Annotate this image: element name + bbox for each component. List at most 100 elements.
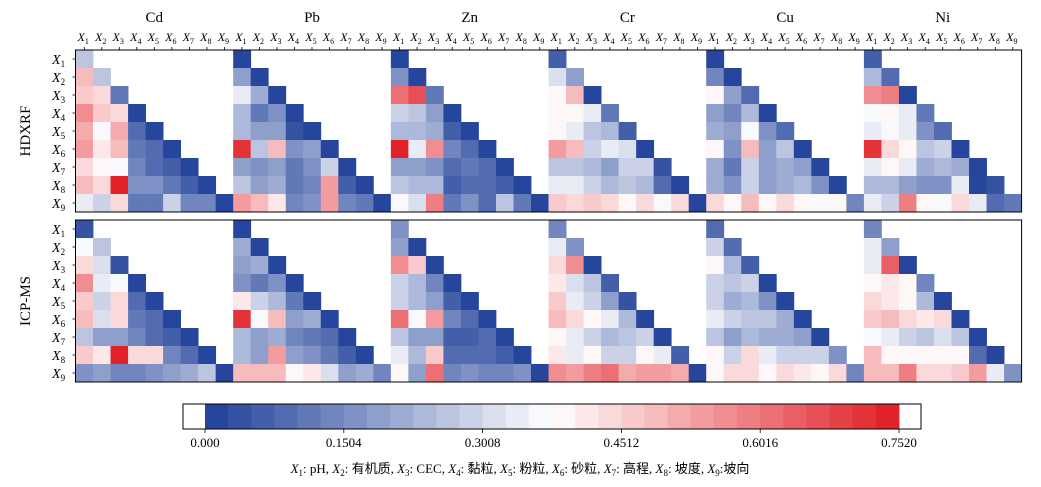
heatmap-cell [566,104,584,123]
x-tick-label: X3 [269,30,281,46]
heatmap-cell [548,104,567,123]
heatmap-cell [723,140,742,159]
heatmap-cell [408,86,427,105]
heatmap-cell [93,346,111,365]
heatmap-cell [566,68,584,87]
heatmap-cell [671,364,690,383]
heatmap-cell [303,292,322,311]
heatmap-cell [863,346,882,365]
x-tick-label: X5 [462,30,474,46]
heatmap-cell [653,364,672,383]
heatmap-cell [110,292,129,311]
heatmap-cell [741,328,760,347]
heatmap-cell [741,364,760,383]
heatmap-cell [566,274,584,293]
heatmap-cell [250,238,269,257]
heatmap-cell [618,328,637,347]
heatmap-cell [443,292,462,311]
heatmap-cell [706,104,725,123]
heatmap-cell [881,364,900,383]
heatmap-cell [233,256,252,275]
heatmap-cell [723,274,742,293]
heatmap-cell [706,256,725,275]
heatmap-cell [93,122,111,141]
heatmap-cell [110,140,129,159]
metal-title: Cd [146,10,164,26]
heatmap-cell [566,122,584,141]
heatmap-cell [706,140,725,159]
heatmap-cell [741,292,760,311]
heatmap-cell [408,140,427,159]
x-tick-label: X5 [777,30,789,46]
heatmap-cell [863,158,882,177]
heatmap-cell [93,238,111,257]
heatmap-cell [706,158,725,177]
heatmap-cell [548,274,567,293]
heatmap-cell [548,140,567,159]
x-tick-label: X7 [497,30,509,46]
heatmap-cell [75,50,94,69]
heatmap-cell [933,158,952,177]
heatmap-cell [566,346,584,365]
x-tick-label: X7 [182,30,194,46]
heatmap-cell [320,346,339,365]
heatmap-cell [881,68,900,87]
heatmap-cell [933,346,952,365]
heatmap-cell [601,328,620,347]
x-tick-label: X9 [374,30,386,46]
heatmap-cell [425,140,444,159]
colorbar-tick-label: 0.7520 [881,435,917,450]
heatmap-cell [93,86,111,105]
heatmap-cell [618,140,637,159]
heatmap-cell [583,104,602,123]
heatmap-cell [863,220,882,239]
heatmap-cell [898,346,917,365]
heatmap-cell [338,328,357,347]
legend-text: X1: pH, X2: 有机质, X3: CEC, X4: 黏粒, X5: 粉粒… [290,461,750,478]
heatmap-cell [723,86,742,105]
heatmap-cell [478,176,497,195]
heatmap-cell [128,104,146,123]
heatmap-cell [408,194,427,213]
heatmap-cell [706,292,725,311]
heatmap-cell [653,176,672,195]
heatmap-cell [390,292,409,311]
heatmap-cell [425,122,444,141]
colorbar-swatch [667,404,692,429]
heatmap-cell [863,238,882,257]
colorbar-swatch [713,404,738,429]
heatmap-cell [583,158,602,177]
heatmap-cell [566,158,584,177]
heatmap-cell [180,328,199,347]
heatmap-cell [741,122,760,141]
x-tick-label: X7 [655,30,667,46]
x-tick-label: X1 [77,30,89,46]
heatmap-cell [408,104,427,123]
heatmap-cell [408,176,427,195]
x-tick-label: X1 [707,30,719,46]
heatmap-cell [863,310,882,329]
heatmap-cell [390,238,409,257]
colorbar-swatch [552,404,576,429]
heatmap-cell [601,274,620,293]
heatmap-cell [390,328,409,347]
heatmap-cell [636,346,655,365]
heatmap-cell [706,328,725,347]
heatmap-cell [618,364,637,383]
heatmap-cell [495,328,514,347]
heatmap-cell [285,194,304,213]
x-tick-label: X5 [147,30,159,46]
y-tick-label: X9 [51,367,66,383]
x-tick-label: X5 [935,30,947,46]
y-tick-label: X2 [51,71,65,87]
y-tick-label: X3 [51,89,66,105]
heatmap-cell [601,176,620,195]
colorbar-swatch [343,404,368,429]
heatmap-cell [128,292,146,311]
heatmap-cell [268,140,287,159]
heatmap-cell [898,122,917,141]
heatmap-cell [723,194,742,213]
heatmap-cell [215,364,234,383]
heatmap-cell [548,194,567,213]
heatmap-cell [425,86,444,105]
